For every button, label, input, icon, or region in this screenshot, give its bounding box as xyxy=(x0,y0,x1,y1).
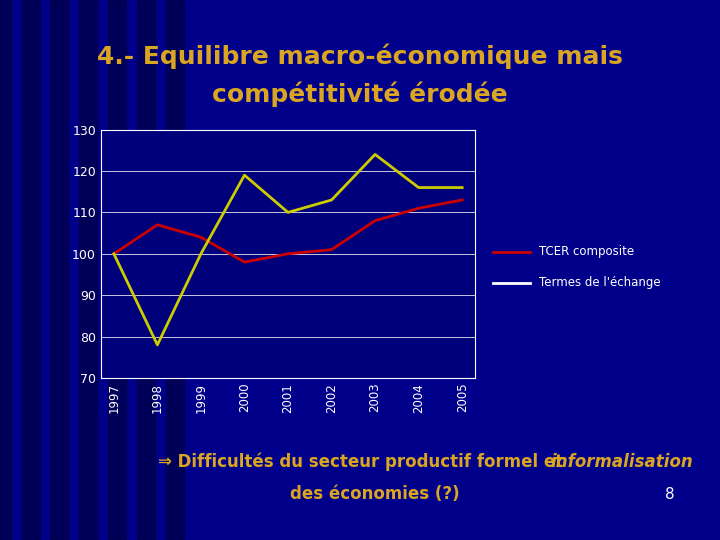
Polygon shape xyxy=(166,0,184,540)
Text: compétitivité érodée: compétitivité érodée xyxy=(212,82,508,107)
Text: informalisation: informalisation xyxy=(551,453,693,471)
Polygon shape xyxy=(137,0,155,540)
Text: Termes de l'échange: Termes de l'échange xyxy=(539,276,660,289)
Polygon shape xyxy=(22,0,40,540)
Polygon shape xyxy=(0,0,11,540)
Text: 8: 8 xyxy=(665,487,675,502)
Text: des économies (?): des économies (?) xyxy=(289,485,459,503)
Text: 4.- Equilibre macro-économique mais: 4.- Equilibre macro-économique mais xyxy=(97,44,623,70)
Text: ⇒ Difficultés du secteur productif formel et: ⇒ Difficultés du secteur productif forme… xyxy=(158,453,570,471)
Polygon shape xyxy=(108,0,126,540)
Polygon shape xyxy=(79,0,97,540)
Text: TCER composite: TCER composite xyxy=(539,245,634,258)
Polygon shape xyxy=(50,0,68,540)
